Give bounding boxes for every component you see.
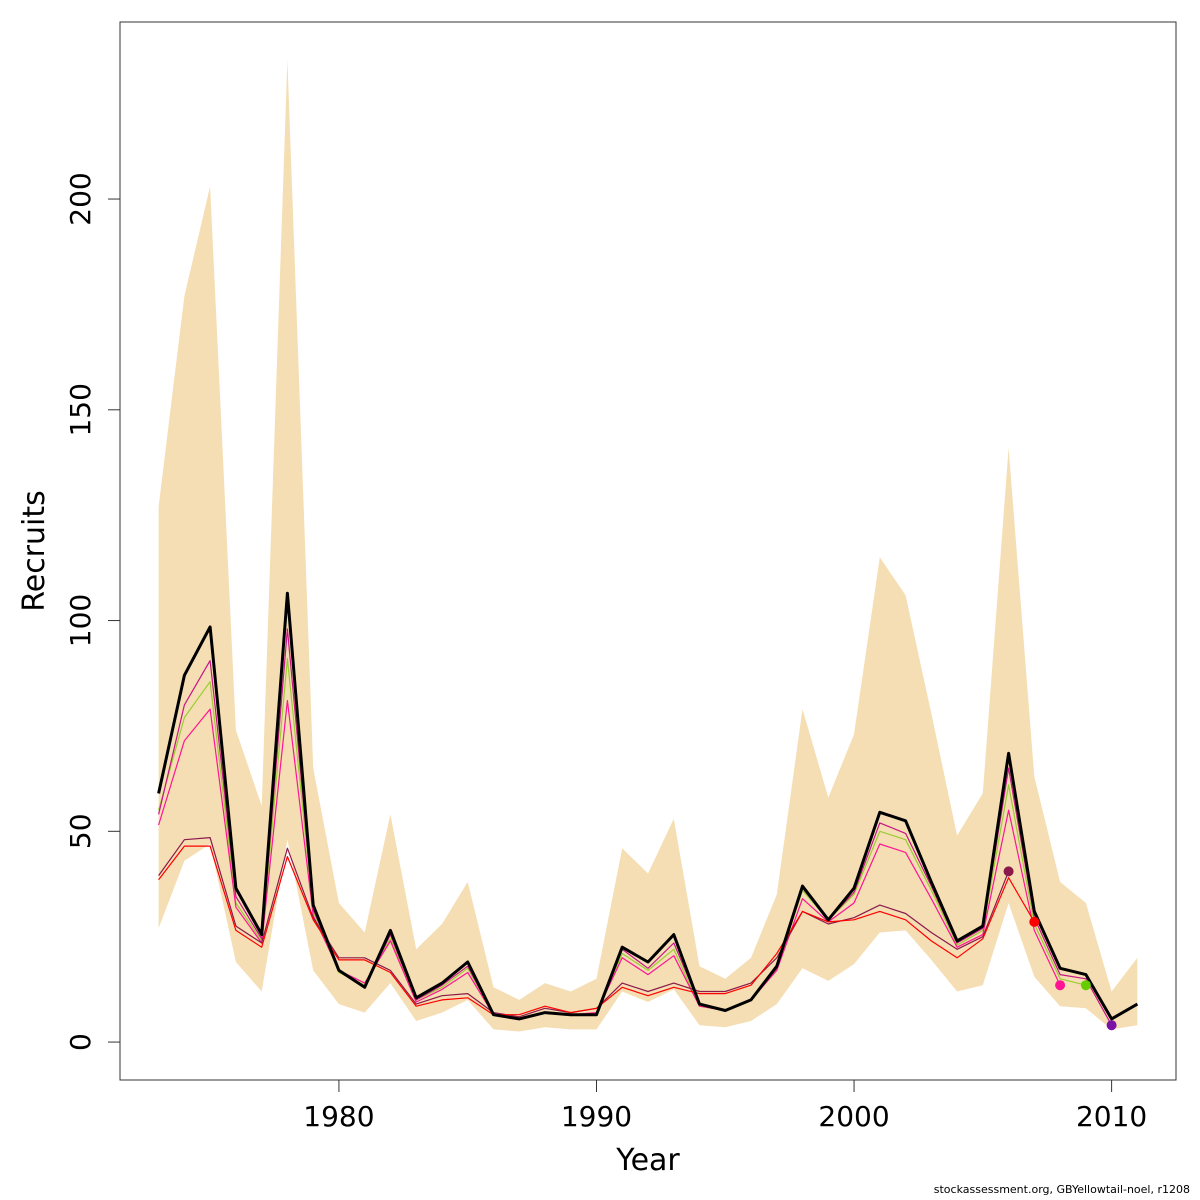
- confidence-band-layer: [158, 59, 1138, 1032]
- y-tick-label-100: 100: [64, 594, 97, 647]
- series-layer: [157, 591, 1139, 1026]
- y-tick-label-0: 0: [64, 1033, 97, 1051]
- x-axis-title: Year: [615, 1143, 680, 1178]
- terminal-marker-layer: [1003, 866, 1117, 1031]
- series-line-3: [158, 699, 1061, 1020]
- x-tick-label-1980: 1980: [303, 1100, 374, 1133]
- x-tick-label-1990: 1990: [561, 1100, 632, 1133]
- series-marker-1: [1080, 980, 1091, 991]
- series-marker-5: [1029, 916, 1040, 927]
- y-tick-label-50: 50: [64, 813, 97, 849]
- series-line-5: [158, 845, 1035, 1016]
- confidence-band: [158, 59, 1138, 1032]
- x-axis: 1980 1990 2000 2010: [303, 1079, 1147, 1133]
- y-tick-label-150: 150: [64, 383, 97, 436]
- y-axis-title: Recruits: [17, 490, 52, 612]
- y-tick-label-200: 200: [64, 172, 97, 225]
- y-axis: 0 50 100 150 200: [64, 172, 121, 1051]
- series-marker-3: [1055, 980, 1066, 991]
- series-marker-4: [1003, 866, 1014, 877]
- credit-footer: stockassessment.org, GBYellowtail-noel, …: [933, 1183, 1190, 1196]
- x-tick-label-2000: 2000: [818, 1100, 889, 1133]
- series-marker-2: [1106, 1020, 1117, 1031]
- series-line-0: [157, 591, 1139, 1021]
- x-tick-label-2010: 2010: [1076, 1100, 1147, 1133]
